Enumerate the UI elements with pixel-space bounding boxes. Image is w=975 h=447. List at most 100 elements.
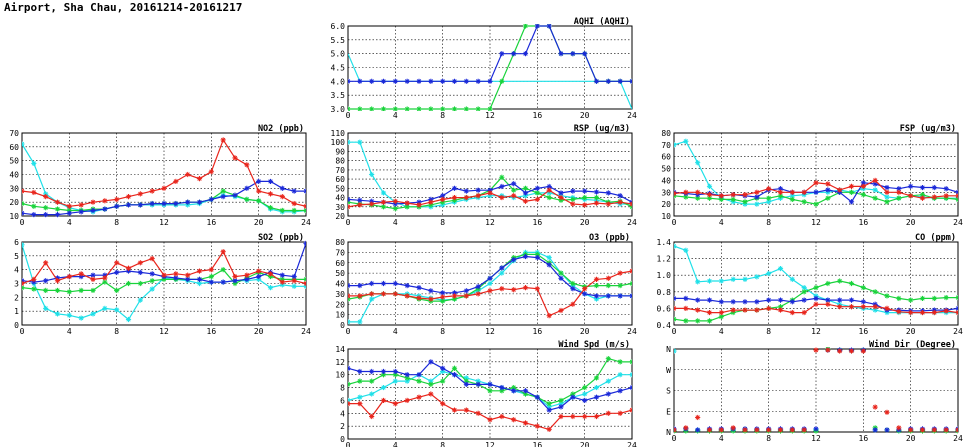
y-tick-label: 1.0 [657,271,672,280]
data-point-red [125,194,132,200]
data-point-red [629,407,632,413]
chart-title: SO2 (ppb) [258,233,304,243]
data-point-red [357,293,363,299]
data-point-blue [884,427,890,433]
data-point-green [499,174,505,180]
data-point-blue [919,184,926,191]
data-point-red [232,155,238,161]
data-point-blue [582,188,588,194]
data-point-green [208,273,214,280]
data-point-blue [404,282,410,289]
data-point-green [766,195,772,201]
data-point-blue [416,78,422,84]
y-tick-label: 6 [340,396,345,405]
data-point-red [896,425,902,431]
data-point-red [185,272,191,278]
data-point-red [931,427,937,433]
data-point-red [943,308,949,314]
x-tick-label: 24 [953,327,963,336]
x-tick-label: 8 [766,434,771,443]
data-point-green [428,106,434,111]
data-point-red [244,272,250,278]
data-point-blue [78,209,84,215]
data-point-cyan [629,372,632,378]
y-tick-label: 1.2 [657,255,672,264]
data-point-red [837,304,843,310]
data-point-green [416,378,422,384]
data-point-blue [546,183,552,190]
data-point-red [718,309,724,316]
series-group [22,137,306,218]
data-point-red [291,200,297,207]
data-point-blue [31,212,37,218]
data-point-red [463,407,469,413]
data-point-blue [674,295,677,302]
data-point-blue [303,240,306,246]
y-tick-label: 3.5 [331,91,346,100]
data-point-blue [487,78,493,84]
data-point-green [582,384,588,391]
data-point-green [220,267,226,273]
data-point-blue [440,365,446,371]
data-point-red [22,188,25,194]
data-point-red [754,189,760,195]
data-point-green [511,187,517,193]
data-point-blue [742,299,748,305]
y-tick-label: 50 [335,269,345,278]
data-point-blue [392,368,398,375]
data-point-blue [534,24,540,29]
data-point-blue [582,397,588,404]
x-tick-label: 8 [766,327,771,336]
data-point-blue [511,257,517,263]
x-tick-label: 0 [20,327,25,336]
data-point-blue [357,282,363,289]
x-tick-label: 4 [393,111,398,120]
y-tick-label: 110 [331,129,346,138]
data-point-green [487,106,493,111]
data-point-blue [943,186,949,192]
x-tick-label: 4 [67,218,72,227]
data-point-blue [825,187,831,193]
data-point-blue [522,51,529,57]
data-point-red [90,199,96,205]
data-point-cyan [22,242,25,248]
data-point-blue [43,212,49,218]
data-point-green [955,196,958,202]
x-tick-label: 20 [906,327,916,336]
data-point-blue [582,291,588,297]
data-point-blue [718,299,724,305]
data-point-cyan [125,316,132,323]
data-point-blue [451,185,458,191]
y-tick-label: 0 [340,321,345,330]
data-point-green [440,106,446,111]
data-point-green [404,106,410,111]
data-point-blue [357,78,363,84]
data-point-blue [499,265,505,271]
data-point-blue [463,188,469,194]
x-tick-label: 16 [533,327,543,336]
data-point-red [813,301,819,307]
data-point-blue [149,200,155,207]
y-tick-label: 80 [335,238,345,247]
y-tick-label: 30 [335,203,345,212]
data-point-red [695,189,701,195]
data-point-green [860,285,866,291]
data-point-green [801,289,807,295]
data-point-red [955,309,958,316]
data-point-red [706,192,713,198]
data-point-blue [90,207,96,214]
data-point-blue [369,280,375,287]
data-point-cyan [593,384,600,391]
data-point-blue [534,185,540,191]
data-point-blue [102,206,108,212]
data-point-red [380,291,387,297]
data-point-red [534,286,540,292]
data-point-red [766,186,772,192]
x-tick-label: 8 [766,218,771,227]
data-point-red [825,347,831,353]
y-tick-label: 8 [340,384,345,393]
data-point-green [872,195,878,201]
data-point-red [546,313,552,319]
